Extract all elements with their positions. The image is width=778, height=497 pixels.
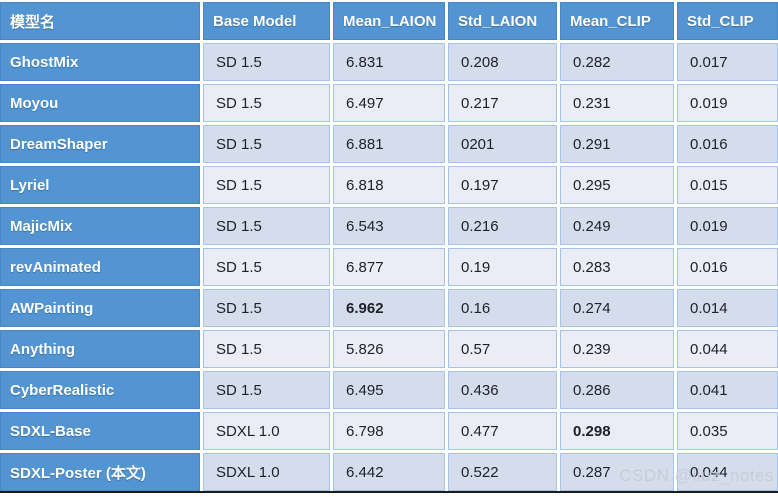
data-cell: 0.197 — [448, 166, 557, 204]
data-cell: 0.239 — [560, 330, 674, 368]
data-cell: 0.208 — [448, 43, 557, 81]
data-cell: SD 1.5 — [203, 289, 330, 327]
data-cell: SD 1.5 — [203, 43, 330, 81]
data-cell: 6.543 — [333, 207, 445, 245]
data-cell: 0.291 — [560, 125, 674, 163]
row-name-cell: Lyriel — [0, 166, 200, 204]
data-cell: 0.035 — [677, 412, 778, 450]
col-header-mean-clip: Mean_CLIP — [560, 2, 674, 40]
row-name-cell: MajicMix — [0, 207, 200, 245]
data-cell: 0.249 — [560, 207, 674, 245]
row-name-cell: GhostMix — [0, 43, 200, 81]
row-name-cell: revAnimated — [0, 248, 200, 286]
data-cell: 0.044 — [677, 330, 778, 368]
row-name-cell: SDXL-Base — [0, 412, 200, 450]
col-header-std-clip: Std_CLIP — [677, 2, 778, 40]
data-cell: 6.881 — [333, 125, 445, 163]
data-cell: 0.282 — [560, 43, 674, 81]
csdn-watermark: CSDN @liuz_notes — [619, 466, 774, 485]
data-cell: 0.522 — [448, 453, 557, 491]
col-header-base-model: Base Model — [203, 2, 330, 40]
data-cell: 0.477 — [448, 412, 557, 450]
row-name-cell: DreamShaper — [0, 125, 200, 163]
data-cell: 0.436 — [448, 371, 557, 409]
data-cell: 0.044 — [677, 453, 778, 491]
data-cell: 0.016 — [677, 125, 778, 163]
data-cell: SD 1.5 — [203, 248, 330, 286]
data-cell: 0.16 — [448, 289, 557, 327]
data-cell: 5.826 — [333, 330, 445, 368]
data-cell: 6.798 — [333, 412, 445, 450]
data-cell: 6.818 — [333, 166, 445, 204]
data-cell: SD 1.5 — [203, 125, 330, 163]
data-cell: 0.217 — [448, 84, 557, 122]
data-cell: 0.19 — [448, 248, 557, 286]
data-cell: 0.216 — [448, 207, 557, 245]
data-cell: 6.495 — [333, 371, 445, 409]
row-name-cell: Moyou — [0, 84, 200, 122]
row-name-cell: Anything — [0, 330, 200, 368]
data-cell: 0.016 — [677, 248, 778, 286]
data-cell: 6.962 — [333, 289, 445, 327]
data-cell: 0.041 — [677, 371, 778, 409]
row-name-cell: AWPainting — [0, 289, 200, 327]
table-bottom-divider — [0, 491, 778, 493]
data-cell: 6.877 — [333, 248, 445, 286]
data-cell: 0.014 — [677, 289, 778, 327]
col-header-std-laion: Std_LAION — [448, 2, 557, 40]
data-cell: 0.019 — [677, 84, 778, 122]
data-cell: SDXL 1.0 — [203, 453, 330, 491]
data-cell: 6.831 — [333, 43, 445, 81]
data-cell: SD 1.5 — [203, 166, 330, 204]
data-cell: 0.015 — [677, 166, 778, 204]
data-cell: SD 1.5 — [203, 330, 330, 368]
data-cell: 0.57 — [448, 330, 557, 368]
data-cell: 0201 — [448, 125, 557, 163]
row-name-cell: CyberRealistic — [0, 371, 200, 409]
col-header-mean-laion: Mean_LAION — [333, 2, 445, 40]
data-cell: 0.286 — [560, 371, 674, 409]
data-cell: SD 1.5 — [203, 207, 330, 245]
data-cell: SD 1.5 — [203, 84, 330, 122]
data-cell: 6.497 — [333, 84, 445, 122]
data-cell: 0.231 — [560, 84, 674, 122]
data-cell: 0.287 — [560, 453, 674, 491]
data-cell: 6.442 — [333, 453, 445, 491]
data-cell: SD 1.5 — [203, 371, 330, 409]
col-header-model-name: 模型名 — [0, 2, 200, 40]
data-cell: 0.017 — [677, 43, 778, 81]
data-cell: 0.295 — [560, 166, 674, 204]
row-name-cell: SDXL-Poster (本文) — [0, 453, 200, 491]
data-cell: SDXL 1.0 — [203, 412, 330, 450]
data-cell: 0.298 — [560, 412, 674, 450]
data-cell: 0.274 — [560, 289, 674, 327]
data-cell: 0.019 — [677, 207, 778, 245]
data-cell: 0.283 — [560, 248, 674, 286]
